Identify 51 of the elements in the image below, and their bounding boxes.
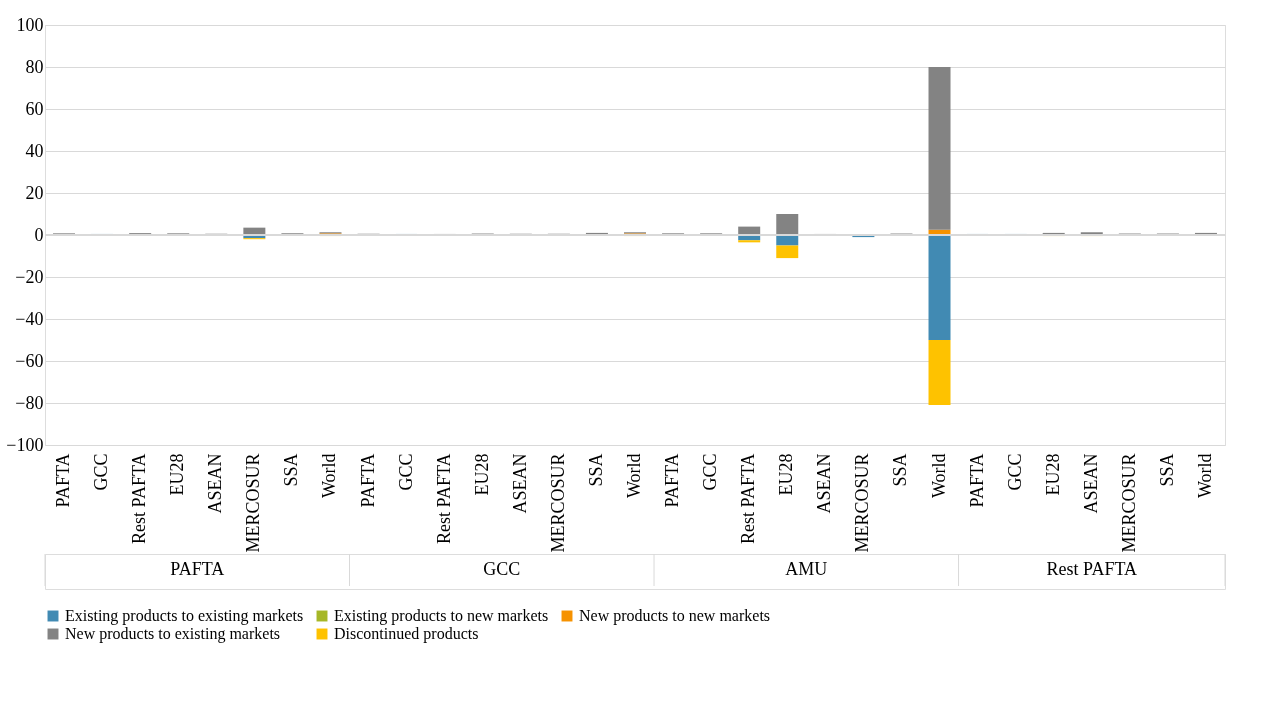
text: GCC	[483, 559, 521, 579]
text: Rest PAFTA	[1046, 559, 1137, 579]
text: PAFTA	[170, 559, 225, 579]
x-tick-label: World	[1194, 453, 1215, 499]
x-tick-label: MERCOSUR	[1118, 453, 1139, 553]
legend-label: New products to new markets	[579, 607, 771, 625]
y-tick-label: −80	[15, 392, 44, 413]
y-tick-label: −40	[15, 308, 44, 329]
x-tick-label: GCC	[1004, 453, 1025, 491]
legend-label: New products to existing markets	[65, 625, 281, 643]
y-tick-label: 60	[25, 98, 44, 119]
y-tick-label: 40	[25, 140, 44, 161]
x-tick-label: ASEAN	[509, 453, 530, 514]
text: AMU	[785, 559, 828, 579]
x-tick-label: MERCOSUR	[243, 453, 264, 553]
y-tick-label: −20	[15, 266, 44, 287]
y-tick-label: 80	[25, 56, 44, 77]
y-tick-label: 0	[34, 224, 44, 245]
x-tick-label: Rest PAFTA	[129, 453, 150, 544]
x-tick-label: GCC	[395, 453, 416, 491]
x-tick-label: EU28	[776, 453, 797, 496]
x-tick-label: MERCOSUR	[852, 453, 873, 553]
x-tick-label: PAFTA	[966, 453, 987, 508]
x-tick-label: ASEAN	[205, 453, 226, 514]
x-tick-label: SSA	[890, 453, 911, 487]
y-tick-label: 100	[16, 14, 44, 35]
x-tick-label: PAFTA	[357, 453, 378, 508]
x-tick-label: GCC	[700, 453, 721, 491]
x-tick-label: World	[928, 453, 949, 499]
legend-label: Existing products to new markets	[334, 607, 549, 625]
x-tick-label: SSA	[281, 453, 302, 487]
y-tick-label: −60	[15, 350, 44, 371]
x-tick-label: MERCOSUR	[547, 453, 568, 553]
x-tick-label: ASEAN	[1080, 453, 1101, 514]
x-tick-label: World	[624, 453, 644, 499]
legend-label: Existing products to existing markets	[65, 607, 304, 625]
legend-label: Discontinued products	[334, 625, 479, 643]
x-tick-label: Rest PAFTA	[738, 453, 759, 544]
x-tick-label: SSA	[1156, 453, 1177, 487]
x-tick-label: World	[319, 453, 340, 499]
x-tick-label: Rest PAFTA	[433, 453, 454, 544]
x-tick-label: EU28	[167, 453, 188, 496]
x-tick-label: EU28	[1042, 453, 1063, 496]
x-tick-label: EU28	[471, 453, 492, 496]
x-tick-label: ASEAN	[814, 453, 835, 514]
x-tick-label: PAFTA	[662, 453, 683, 508]
x-tick-label: SSA	[585, 453, 606, 487]
y-tick-label: 20	[25, 182, 44, 203]
y-tick-label: −100	[6, 434, 44, 455]
x-tick-label: GCC	[91, 453, 112, 491]
x-tick-label: PAFTA	[53, 453, 74, 508]
